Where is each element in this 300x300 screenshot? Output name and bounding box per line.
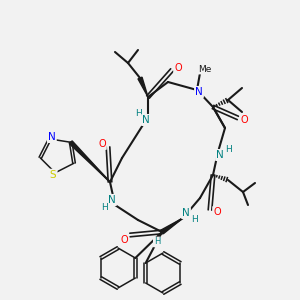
Text: N: N [48,132,56,142]
Text: O: O [213,207,221,217]
Text: O: O [98,139,106,149]
Text: O: O [240,115,248,125]
Polygon shape [161,218,183,234]
Polygon shape [69,141,110,182]
Text: N: N [182,208,190,218]
Text: N: N [216,150,224,160]
Text: N: N [195,87,203,97]
Text: N: N [108,195,116,205]
Text: N: N [142,115,150,125]
Text: H: H [190,215,197,224]
Text: O: O [174,63,182,73]
Text: H: H [225,145,231,154]
Text: Me: Me [198,64,212,74]
Text: H: H [100,202,107,211]
Polygon shape [138,77,148,97]
Text: H: H [154,238,160,247]
Text: O: O [120,235,128,245]
Text: H: H [135,109,141,118]
Text: S: S [50,170,56,180]
